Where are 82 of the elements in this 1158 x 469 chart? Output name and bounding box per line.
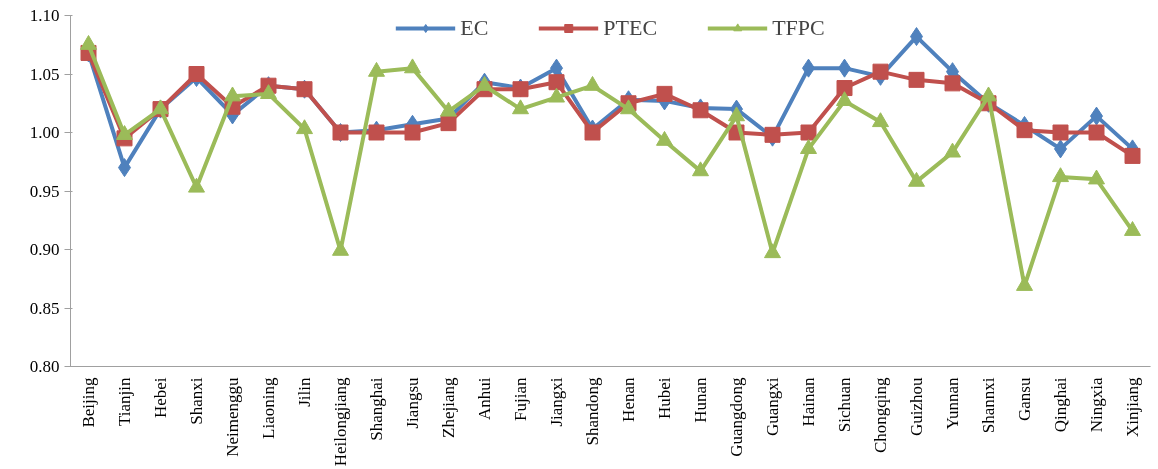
x-tick-label: Shandong [583,377,602,446]
point [584,124,601,141]
y-tick-label: 1.05 [29,64,60,84]
point [944,75,961,92]
point [656,85,673,102]
point [1016,276,1033,291]
legend-label: TFPC [772,15,825,41]
point [944,142,961,158]
x-tick-label: Neimenggu [223,377,242,457]
point [620,99,637,115]
point [548,87,565,103]
x-tick-label: Sichuan [835,377,854,433]
x-tick-label: Chongqing [871,377,890,454]
x-tick-label: Shannxi [979,377,998,434]
x-tick-label: Hebei [151,377,170,419]
x-tick-label: Ningxia [1087,377,1106,433]
point [656,130,673,146]
point [332,240,349,256]
point [980,86,997,102]
x-tick-label: Guangdong [727,377,746,457]
point [116,125,133,140]
point [872,63,889,80]
x-tick-label: Jilin [295,377,314,407]
point [1052,167,1069,183]
y-tick-label: 1.00 [29,123,60,142]
point [188,66,205,82]
point [1016,122,1033,139]
x-tick-label: Liaoning [259,377,278,439]
x-tick-label: Zhejiang [439,377,458,438]
point [440,101,457,117]
point [548,74,565,91]
point [260,84,277,100]
x-tick-label: Tianjin [115,377,134,426]
x-tick-label: Guangxi [763,377,782,437]
point [296,119,313,135]
point [1124,221,1141,236]
x-tick-label: Gansu [1015,377,1034,421]
legend-label: PTEC [603,15,658,41]
x-tick-label: Guizhou [907,377,926,437]
point [764,126,781,143]
x-tick-label: Fujian [511,377,530,421]
x-tick-label: Hainan [799,377,818,427]
legend-label: EC [460,15,489,41]
point [692,102,709,119]
x-tick-label: Shanxi [187,377,206,425]
point [1088,124,1105,141]
x-tick-label: Heilongjiang [331,377,350,467]
x-tick-label: Jiangxi [547,377,566,427]
point [800,124,817,141]
x-tick-label: Hubei [655,377,674,420]
point [440,115,457,132]
point [692,161,709,177]
point [404,124,421,141]
point [728,106,745,122]
x-tick-label: Xinjiang [1123,377,1142,437]
y-tick-label: 1.10 [29,6,60,25]
x-tick-label: Anhui [475,377,494,420]
x-tick-label: Hunan [691,377,710,423]
x-tick-label: Jiangsu [403,377,422,429]
y-tick-label: 0.95 [29,181,60,201]
x-tick-label: Yunnan [943,377,962,430]
point [1124,147,1141,164]
y-tick-label: 0.80 [29,357,60,376]
y-tick-label: 0.90 [29,240,60,259]
x-tick-label: Henan [619,377,638,422]
point [908,171,925,187]
point [188,177,205,193]
point [368,124,385,141]
point [872,112,889,128]
point [1052,124,1069,141]
x-tick-label: Qinghai [1051,377,1070,433]
point [764,243,781,259]
point [836,91,853,107]
point [1088,169,1105,185]
point [908,71,925,88]
x-tick-label: Beijing [79,377,98,428]
point [224,86,241,102]
point [836,80,853,97]
point [800,139,817,154]
x-tick-label: Shanghai [367,377,386,441]
point [512,99,529,115]
y-tick-label: 0.85 [29,298,60,318]
